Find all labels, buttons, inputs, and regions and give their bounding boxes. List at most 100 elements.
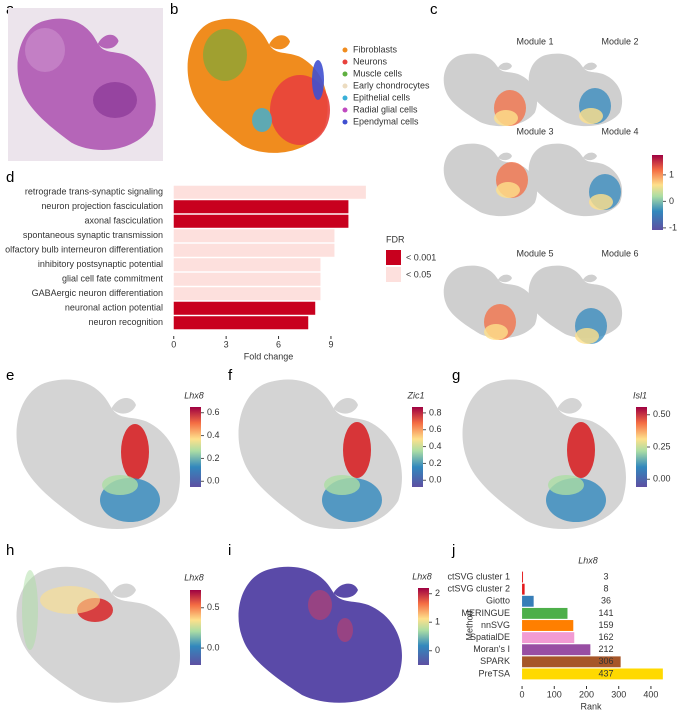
- expression-patch: [22, 570, 38, 650]
- colorbar-title: Isl1: [633, 390, 647, 400]
- x-axis-label: Rank: [580, 701, 602, 711]
- panel-label: g: [452, 367, 460, 384]
- expression-patch: [548, 475, 584, 495]
- legend-dot: [342, 107, 348, 113]
- expression-patch: [579, 108, 603, 124]
- x-tick-label: 300: [611, 689, 626, 699]
- colorbar-tick-label: 0.4: [429, 441, 442, 451]
- y-tick-label: ctSVG cluster 2: [447, 584, 510, 594]
- y-axis-label: Method: [464, 610, 474, 640]
- bar: [173, 214, 349, 228]
- bar: [522, 583, 525, 595]
- x-tick-label: 100: [547, 689, 562, 699]
- bar: [522, 607, 568, 619]
- colorbar-tick-label: 0.6: [429, 424, 442, 434]
- colorbar-tick-label: 0.6: [207, 407, 220, 417]
- colorbar-title: Lhx8: [184, 572, 204, 582]
- legend-title: FDR: [386, 234, 405, 244]
- legend-label: Radial glial cells: [353, 104, 418, 114]
- bar: [173, 272, 321, 286]
- bar: [173, 301, 316, 315]
- colorbar-tick-label: 0: [669, 196, 674, 206]
- colorbar: [636, 407, 647, 487]
- y-tick-label: PreTSA: [478, 668, 510, 678]
- bar: [522, 571, 524, 583]
- colorbar-tick-label: 0.50: [653, 409, 671, 419]
- panel-label: b: [170, 1, 178, 18]
- colorbar-tick-label: 0.2: [429, 458, 442, 468]
- module-title: Module 6: [601, 248, 638, 258]
- expression-patch: [252, 108, 272, 132]
- data-label: 306: [598, 656, 613, 666]
- colorbar: [418, 588, 429, 665]
- legend-label: Epithelial cells: [353, 92, 411, 102]
- expression-patch: [575, 328, 599, 344]
- data-label: 36: [601, 596, 611, 606]
- expression-patch: [203, 29, 247, 81]
- colorbar-tick-label: 0.25: [653, 441, 671, 451]
- x-tick-label: 6: [276, 339, 281, 349]
- y-tick-label: inhibitory postsynaptic potential: [38, 259, 163, 269]
- module-title: Module 3: [516, 126, 553, 136]
- bar: [173, 185, 366, 199]
- bar: [522, 656, 621, 668]
- panel-label: f: [228, 367, 233, 384]
- data-label: 8: [603, 584, 608, 594]
- y-tick-label: GABAergic neuron differentiation: [32, 288, 163, 298]
- expression-patch: [312, 60, 324, 100]
- y-tick-label: axonal fasciculation: [84, 216, 163, 226]
- colorbar-tick-label: 0.00: [653, 474, 671, 484]
- colorbar-tick-label: 0.5: [207, 602, 220, 612]
- y-tick-label: Moran's I: [473, 644, 510, 654]
- colorbar-tick-label: 1: [435, 617, 440, 627]
- panel-label: e: [6, 367, 14, 384]
- colorbar: [190, 407, 201, 487]
- colorbar: [190, 590, 201, 665]
- y-tick-label: olfactory bulb interneuron differentiati…: [5, 245, 163, 255]
- bar: [173, 316, 309, 330]
- y-tick-label: neuronal action potential: [65, 303, 163, 313]
- expression-patch: [40, 586, 100, 614]
- y-tick-label: spontaneous synaptic transmission: [23, 230, 163, 240]
- colorbar-tick-label: 0.2: [207, 453, 220, 463]
- colorbar-tick-label: 1: [669, 169, 674, 179]
- bar: [173, 258, 321, 272]
- chart-title: Lhx8: [578, 555, 598, 565]
- module-title: Module 1: [516, 36, 553, 46]
- legend-label: < 0.05: [406, 269, 431, 279]
- x-tick-label: 0: [171, 339, 176, 349]
- bar: [173, 287, 321, 301]
- module-title: Module 2: [601, 36, 638, 46]
- y-tick-label: ctSVG cluster 1: [447, 571, 510, 581]
- bar: [522, 620, 574, 631]
- x-tick-label: 200: [579, 689, 594, 699]
- colorbar-tick-label: 0: [435, 645, 440, 655]
- x-tick-label: 3: [224, 339, 229, 349]
- legend-label: < 0.001: [406, 252, 436, 262]
- expression-patch: [337, 618, 353, 642]
- legend-dot: [342, 119, 348, 125]
- expression-patch: [308, 590, 332, 620]
- legend-label: Muscle cells: [353, 68, 403, 78]
- bar: [522, 595, 534, 607]
- expression-patch: [343, 422, 371, 478]
- y-tick-label: Giotto: [486, 596, 510, 606]
- colorbar-tick-label: 0.0: [207, 642, 220, 652]
- legend-label: Early chondrocytes: [353, 80, 430, 90]
- colorbar: [412, 407, 423, 487]
- y-tick-label: MERINGUE: [461, 608, 510, 618]
- y-tick-label: nnSVG: [481, 620, 510, 630]
- colorbar-tick-label: 0.8: [429, 407, 442, 417]
- bar: [522, 668, 663, 680]
- y-tick-label: SPARK: [480, 656, 510, 666]
- y-tick-label: neuron projection fasciculation: [41, 201, 163, 211]
- tissue: [238, 566, 402, 703]
- expression-patch: [25, 28, 65, 72]
- expression-patch: [589, 194, 613, 210]
- expression-patch: [93, 82, 137, 118]
- colorbar-tick-label: 2: [435, 588, 440, 598]
- colorbar-tick-label: 0.0: [207, 476, 220, 486]
- x-tick-label: 9: [328, 339, 333, 349]
- x-tick-label: 400: [643, 689, 658, 699]
